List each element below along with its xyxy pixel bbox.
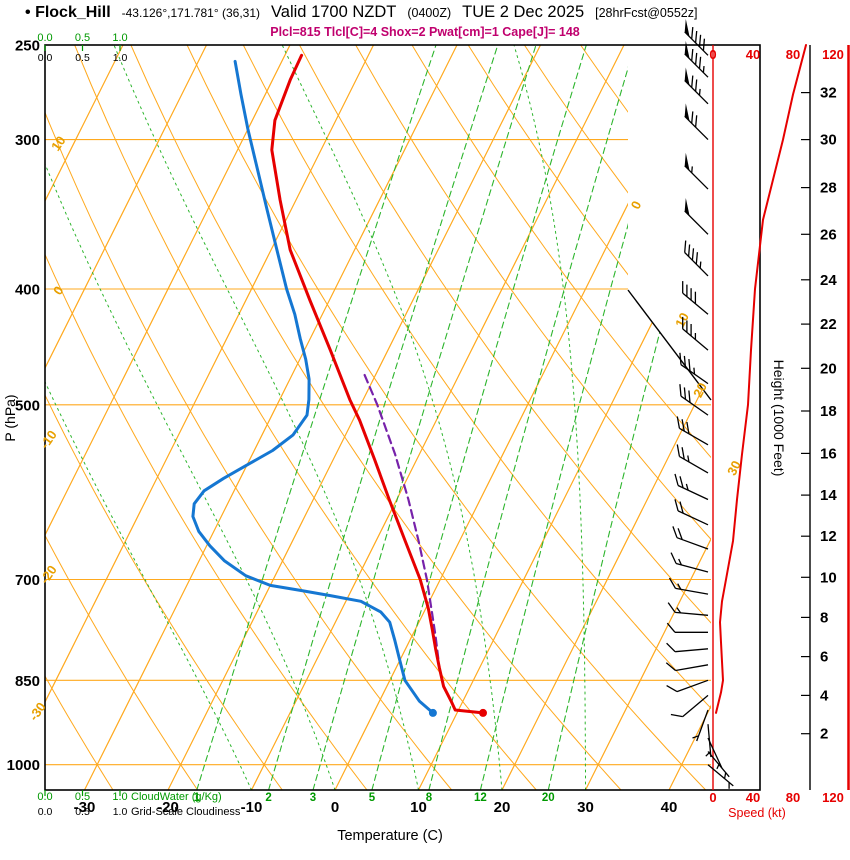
svg-text:0.0: 0.0 — [38, 806, 53, 818]
svg-text:Speed (kt): Speed (kt) — [728, 806, 786, 820]
svg-text:22: 22 — [820, 316, 837, 333]
surface-dewpoint-dot — [428, 708, 437, 717]
station-name: • Flock_Hill — [25, 4, 111, 21]
svg-text:1.0: 1.0 — [112, 32, 127, 44]
svg-text:20: 20 — [494, 799, 511, 816]
svg-text:0.5: 0.5 — [75, 806, 90, 818]
svg-text:40: 40 — [661, 799, 678, 816]
svg-text:16: 16 — [820, 445, 837, 462]
svg-text:0.0: 0.0 — [37, 791, 52, 803]
svg-text:6: 6 — [820, 649, 828, 666]
svg-text:120: 120 — [822, 790, 844, 805]
svg-text:-30: -30 — [74, 799, 96, 816]
speed-curve — [715, 44, 807, 714]
station-coordinates: -43.126°,171.781° (36,31) — [121, 6, 261, 20]
parcel-curve — [361, 369, 440, 660]
svg-text:0.5: 0.5 — [75, 32, 90, 44]
svg-text:-20: -20 — [157, 799, 179, 816]
svg-text:0: 0 — [331, 799, 339, 816]
svg-text:8: 8 — [820, 609, 828, 626]
svg-text:Height (1000 Feet): Height (1000 Feet) — [771, 360, 787, 477]
svg-text:3: 3 — [310, 792, 316, 804]
svg-text:32: 32 — [820, 85, 837, 102]
svg-text:14: 14 — [820, 487, 837, 504]
surface-temp-dot — [479, 708, 487, 717]
valid-time-utc: (0400Z) — [407, 6, 452, 20]
svg-text:28: 28 — [820, 180, 837, 197]
svg-text:0.0: 0.0 — [37, 32, 52, 44]
svg-text:12: 12 — [474, 792, 487, 804]
svg-text:5: 5 — [369, 792, 376, 804]
svg-text:24: 24 — [820, 272, 837, 289]
plot-frame — [44, 44, 761, 791]
svg-text:10: 10 — [48, 133, 69, 153]
wind-barbs — [665, 19, 734, 789]
svg-text:1.0: 1.0 — [113, 52, 128, 64]
svg-text:120: 120 — [822, 47, 844, 62]
svg-text:26: 26 — [820, 226, 837, 243]
svg-text:-10: -10 — [241, 799, 263, 816]
svg-text:20: 20 — [820, 360, 837, 377]
dewpoint-curve — [191, 59, 435, 715]
svg-text:Temperature (C): Temperature (C) — [337, 828, 443, 844]
svg-text:4: 4 — [820, 687, 829, 704]
chart-header: • Flock_Hill -43.126°,171.781° (36,31) V… — [25, 3, 697, 22]
svg-text:1.0: 1.0 — [112, 791, 127, 803]
svg-text:40: 40 — [746, 790, 760, 805]
temperature-curve — [270, 53, 485, 715]
sounding-parameters: Plcl=815 Tlcl[C]=4 Shox=2 Pwat[cm]=1 Cap… — [270, 25, 580, 39]
svg-text:80: 80 — [786, 790, 800, 805]
svg-text:10: 10 — [672, 310, 692, 330]
svg-text:1: 1 — [194, 792, 201, 804]
svg-text:12: 12 — [820, 528, 837, 545]
svg-text:250: 250 — [15, 38, 40, 55]
svg-text:0: 0 — [628, 198, 645, 211]
svg-text:30: 30 — [820, 132, 837, 149]
svg-text:2: 2 — [265, 792, 271, 804]
svg-text:8: 8 — [426, 792, 433, 804]
valid-time: Valid 1700 NZDT — [271, 3, 397, 21]
svg-text:Grid-Scale Cloudiness: Grid-Scale Cloudiness — [131, 806, 241, 818]
svg-text:0.0: 0.0 — [38, 52, 53, 64]
valid-date: TUE 2 Dec 2025 — [462, 3, 585, 21]
svg-text:10: 10 — [820, 569, 837, 586]
svg-text:2: 2 — [820, 726, 828, 743]
svg-text:1000: 1000 — [7, 757, 40, 774]
svg-text:500: 500 — [15, 397, 40, 414]
forecast-run-info: [28hrFcst@0552z] — [595, 6, 698, 20]
svg-text:-10: -10 — [37, 427, 60, 451]
svg-text:1.0: 1.0 — [113, 806, 128, 818]
svg-text:10: 10 — [410, 799, 427, 816]
skewt-grid — [45, 45, 711, 790]
svg-text:20: 20 — [542, 792, 555, 804]
svg-text:700: 700 — [15, 572, 40, 589]
svg-text:P (hPa): P (hPa) — [2, 394, 18, 441]
svg-text:300: 300 — [15, 132, 40, 149]
svg-text:30: 30 — [577, 799, 594, 816]
svg-text:40: 40 — [746, 47, 760, 62]
svg-text:0: 0 — [709, 47, 716, 62]
svg-text:0.5: 0.5 — [75, 791, 90, 803]
svg-text:18: 18 — [820, 403, 837, 420]
svg-text:-20: -20 — [37, 562, 60, 586]
svg-text:0: 0 — [709, 790, 716, 805]
bullet-icon: • — [25, 4, 31, 21]
svg-text:20: 20 — [690, 380, 710, 400]
svg-text:CloudWater (g/Kg): CloudWater (g/Kg) — [131, 791, 222, 803]
svg-text:850: 850 — [15, 673, 40, 690]
svg-text:80: 80 — [786, 47, 800, 62]
svg-text:400: 400 — [15, 282, 40, 299]
svg-text:0.5: 0.5 — [75, 52, 90, 64]
